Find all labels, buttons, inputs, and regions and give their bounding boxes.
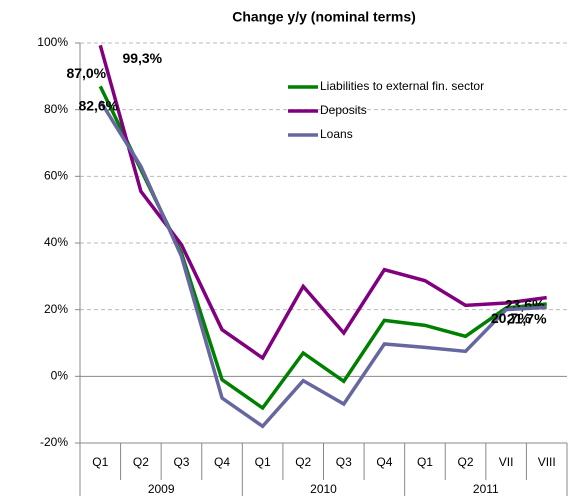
legend-label: Loans — [320, 127, 353, 141]
x-tick-label: VII — [499, 455, 514, 469]
x-tick-label: Q3 — [173, 455, 189, 469]
series-line — [98, 100, 547, 429]
x-group-label: 2010 — [310, 482, 337, 496]
value-label: 82,6% — [78, 98, 118, 114]
y-tick-label: 60% — [44, 169, 68, 183]
series-line — [98, 44, 547, 361]
y-tick-label: 100% — [37, 35, 68, 49]
x-tick-label: Q2 — [458, 455, 474, 469]
x-tick-label: Q2 — [133, 455, 149, 469]
x-group-label: 2011 — [473, 482, 499, 496]
x-tick-label: VIII — [538, 455, 556, 469]
value-label: 20,7% — [491, 310, 531, 326]
legend-label: Deposits — [320, 103, 367, 117]
value-label: 21,7% — [507, 311, 547, 327]
x-tick-label: Q3 — [336, 455, 352, 469]
x-tick-label: Q1 — [255, 455, 271, 469]
y-tick-label: -20% — [40, 435, 68, 449]
y-tick-label: 80% — [44, 102, 68, 116]
x-tick-label: Q2 — [295, 455, 311, 469]
legend-label: Liabilities to external fin. sector — [320, 79, 484, 93]
value-label: 99,3% — [122, 50, 162, 66]
x-tick-label: Q1 — [92, 455, 108, 469]
y-tick-label: 0% — [51, 369, 69, 383]
y-tick-label: 40% — [44, 235, 68, 249]
x-tick-label: Q4 — [376, 455, 392, 469]
x-tick-label: Q4 — [214, 455, 230, 469]
chart-title: Change y/y (nominal terms) — [232, 9, 416, 25]
x-group-label: 2009 — [148, 482, 175, 496]
value-label: 87,0% — [66, 65, 106, 81]
x-tick-label: Q1 — [417, 455, 433, 469]
y-tick-label: 20% — [44, 302, 68, 316]
